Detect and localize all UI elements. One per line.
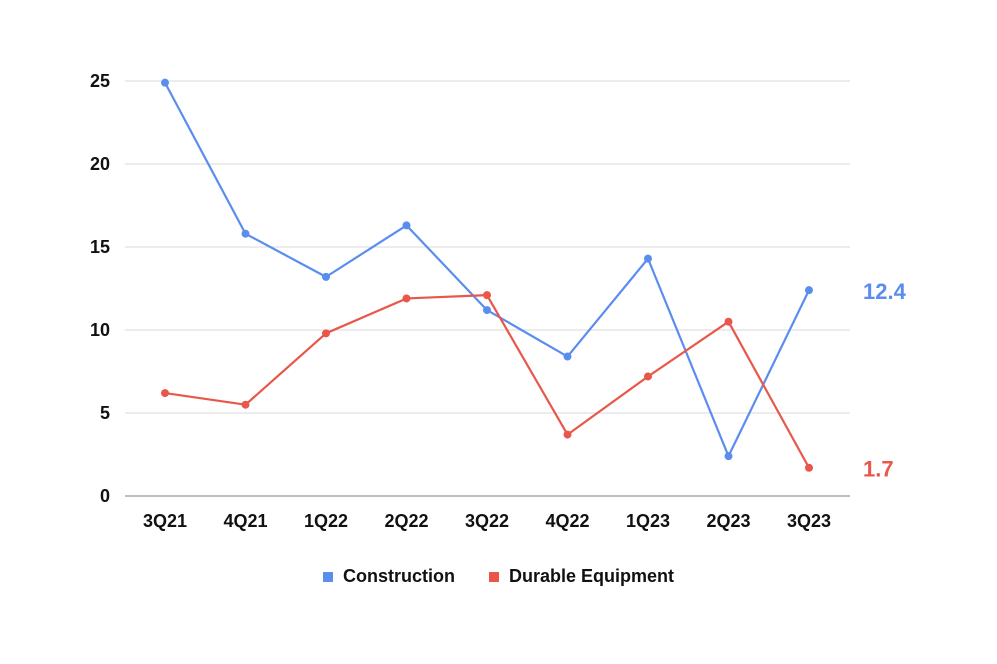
data-points [161,78,813,472]
x-tick-label: 3Q21 [143,511,187,531]
y-tick-label: 0 [100,486,110,506]
data-point [161,389,169,398]
legend-label-construction: Construction [342,566,455,586]
x-tick-label: 1Q22 [304,511,348,531]
data-point [322,329,330,338]
y-tick-label: 10 [90,320,110,340]
data-point [402,294,411,303]
legend-swatch-construction [322,571,333,582]
data-point [563,352,572,361]
x-tick-label: 2Q23 [706,511,750,531]
data-point [724,452,733,461]
series-line [164,82,810,458]
legend-label-durable-equipment: Durable Equipment [508,566,674,586]
data-point [161,78,169,87]
data-point [644,254,652,263]
x-tick-label: 1Q23 [626,511,670,531]
y-axis-ticks: 0 5 10 15 20 25 [90,71,110,506]
x-tick-label: 2Q22 [384,511,428,531]
legend-swatch-durable-equipment [488,571,499,582]
data-point [644,372,652,381]
grid-lines [125,80,850,497]
data-point [805,286,813,295]
x-tick-label: 4Q21 [223,511,267,531]
x-tick-label: 3Q23 [787,511,831,531]
data-point [483,306,491,315]
y-tick-label: 15 [90,237,110,257]
end-label: 1.7 [863,457,894,482]
series-line [164,294,810,469]
legend: Construction Durable Equipment [0,566,997,587]
data-point [724,317,733,326]
data-point [241,229,250,238]
y-tick-label: 5 [100,403,110,423]
x-tick-label: 4Q22 [545,511,589,531]
series-lines [164,82,810,469]
data-point [322,272,330,281]
y-tick-label: 25 [90,71,110,91]
data-point [483,291,491,300]
legend-item-durable-equipment: Durable Equipment [488,566,674,587]
end-labels: 12.4 1.7 [863,279,907,482]
x-tick-label: 3Q22 [465,511,509,531]
y-tick-label: 20 [90,154,110,174]
data-point [241,400,250,409]
data-point [563,430,572,439]
legend-item-construction: Construction [322,566,455,587]
end-label: 12.4 [863,279,907,304]
data-point [402,221,411,230]
data-point [805,463,813,472]
x-axis-ticks: 3Q21 4Q21 1Q22 2Q22 3Q22 4Q22 1Q23 2Q23 3Q23 [143,511,831,531]
